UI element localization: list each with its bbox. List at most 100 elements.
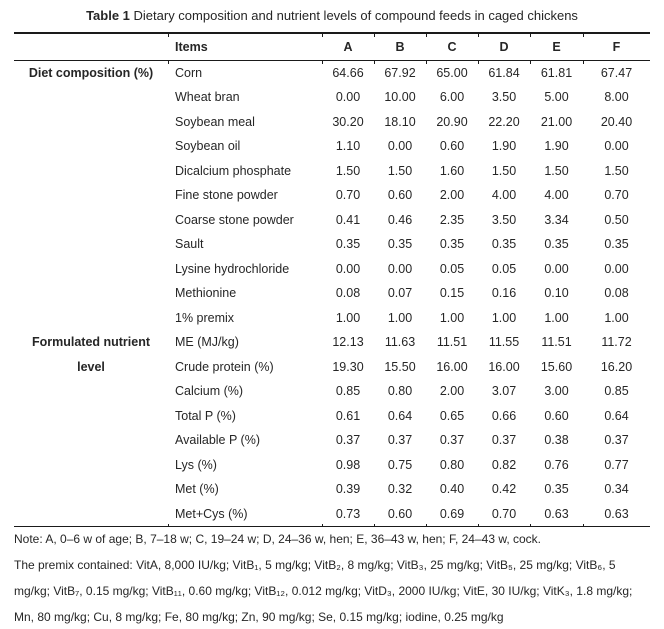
cell-value: 0.16	[491, 286, 517, 301]
cell-value: 3.50	[491, 90, 517, 105]
cell-value: 15.50	[384, 359, 416, 374]
column-boundary-tick	[583, 61, 584, 64]
cell-value: 0.35	[439, 237, 465, 252]
row-label: Dicalcium phosphate	[175, 163, 292, 178]
column-boundary-tick	[530, 61, 531, 64]
cell-value: 4.00	[544, 188, 569, 203]
cell-value: 11.55	[488, 335, 520, 350]
cell-value: 4.00	[491, 188, 517, 203]
cell-value: 0.34	[604, 482, 629, 497]
cell-value: 0.35	[604, 237, 629, 252]
cell-value: 12.13	[332, 335, 364, 350]
cell-value: 22.20	[488, 114, 520, 129]
row-label: Met+Cys (%)	[175, 506, 248, 521]
cell-value: 0.15	[439, 286, 465, 301]
table-row: Crude protein (%) 19.30 15.50 16.00 16.00 15.…	[14, 355, 650, 380]
cell-value: 0.41	[335, 212, 361, 227]
cell-value: 11.51	[436, 335, 468, 350]
cell-value: 0.70	[604, 188, 629, 203]
cell-value: 0.35	[335, 237, 361, 252]
column-boundary-tick	[583, 523, 584, 527]
cell-value: 0.82	[491, 457, 517, 472]
cell-value: 0.60	[387, 506, 413, 521]
cell-value: 0.00	[387, 139, 413, 154]
cell-value: 0.61	[335, 408, 361, 423]
row-label: Wheat bran	[175, 90, 240, 105]
cell-value: 0.46	[387, 212, 413, 227]
cell-value: 0.73	[335, 506, 361, 521]
cell-value: 0.69	[439, 506, 465, 521]
row-label: Sault	[175, 237, 204, 252]
cell-value: 1.50	[491, 163, 517, 178]
cell-value: 0.08	[335, 286, 361, 301]
column-header-c: C	[426, 33, 478, 61]
table-row: Diet composition (%) Corn 64.66 67.92 65.00 6…	[14, 60, 650, 85]
cell-value: 20.40	[600, 114, 633, 129]
table-row: Total P (%) 0.61 0.64 0.65 0.66 0.60 0.64	[14, 404, 650, 429]
row-label: Fine stone powder	[175, 188, 278, 203]
cell-value: 0.60	[439, 139, 465, 154]
row-label: Total P (%)	[175, 408, 236, 423]
table-head: Items A B C D E F	[14, 33, 650, 61]
cell-value: 11.51	[541, 335, 572, 350]
table-row: Coarse stone powder 0.41 0.46 2.35 3.50 3.34 0…	[14, 208, 650, 233]
table-row: Formulated nutrient level ME (MJ/kg) 12.13 1…	[14, 330, 650, 374]
cell-value: 1.00	[604, 310, 629, 325]
table-row: Available P (%) 0.37 0.37 0.37 0.37 0.38 0.37	[14, 428, 650, 453]
note-line: Note: A, 0–6 w of age; B, 7–18 w; C, 19–…	[14, 532, 542, 546]
cell-value: 0.98	[335, 457, 361, 472]
cell-value: 8.00	[604, 90, 629, 105]
row-label: Available P (%)	[175, 433, 260, 448]
cell-value: 0.32	[387, 482, 413, 497]
cell-value: 3.07	[491, 384, 517, 399]
cell-value: 0.08	[604, 286, 629, 301]
cell-value: 1.60	[439, 163, 465, 178]
cell-value: 0.35	[544, 482, 569, 497]
row-label: ME (MJ/kg)	[175, 335, 239, 350]
cell-value: 0.00	[387, 261, 413, 276]
cell-value: 0.60	[387, 188, 413, 203]
row-label: Met (%)	[175, 482, 219, 497]
table-row: 1% premix 1.00 1.00 1.00 1.00 1.00 1.00	[14, 306, 650, 331]
row-label: Crude protein (%)	[175, 359, 274, 374]
cell-value: 0.50	[604, 212, 629, 227]
column-header-group	[14, 33, 168, 61]
column-boundary-tick	[168, 61, 169, 64]
table-row: Soybean meal 30.20 18.10 20.90 22.20 21.00 20.…	[14, 110, 650, 135]
column-boundary-tick	[374, 34, 375, 37]
column-boundary-tick	[322, 34, 323, 37]
cell-value: 0.05	[439, 261, 465, 276]
cell-value: 0.07	[387, 286, 413, 301]
cell-value: 0.85	[604, 384, 629, 399]
table-caption-text: Dietary composition and nutrient levels …	[129, 8, 578, 23]
column-header-a: A	[322, 33, 374, 61]
cell-value: 1.00	[439, 310, 465, 325]
section-label: Diet composition (%)	[14, 60, 168, 330]
cell-value: 11.63	[384, 335, 416, 350]
data-table: Items A B C D E F Diet composition (%) Corn 64.6…	[14, 32, 650, 527]
cell-value: 0.65	[439, 408, 465, 423]
cell-value: 0.00	[604, 261, 629, 276]
table-row: Lys (%) 0.98 0.75 0.80 0.82 0.76 0.77	[14, 453, 650, 478]
cell-value: 0.64	[387, 408, 413, 423]
cell-value: 0.80	[387, 384, 413, 399]
cell-value: 2.35	[439, 212, 465, 227]
column-boundary-tick	[478, 34, 479, 37]
row-label: Coarse stone powder	[175, 212, 294, 227]
cell-value: 2.00	[439, 188, 465, 203]
cell-value: 18.10	[384, 114, 416, 129]
cell-value: 0.40	[439, 482, 465, 497]
cell-value: 11.72	[601, 335, 632, 350]
cell-value: 0.00	[335, 261, 361, 276]
cell-value: 19.30	[332, 359, 364, 374]
section-label-line: level	[77, 359, 105, 374]
cell-value: 1.00	[387, 310, 413, 325]
row-label: Lys (%)	[175, 457, 217, 472]
column-header-e: E	[530, 33, 583, 61]
cell-value: 0.70	[491, 506, 517, 521]
cell-value: 16.00	[488, 359, 520, 374]
table-caption: Table 1 Dietary composition and nutrient…	[0, 8, 664, 23]
column-boundary-tick	[530, 34, 531, 37]
cell-value: 65.00	[436, 65, 468, 80]
cell-value: 64.66	[332, 65, 364, 80]
